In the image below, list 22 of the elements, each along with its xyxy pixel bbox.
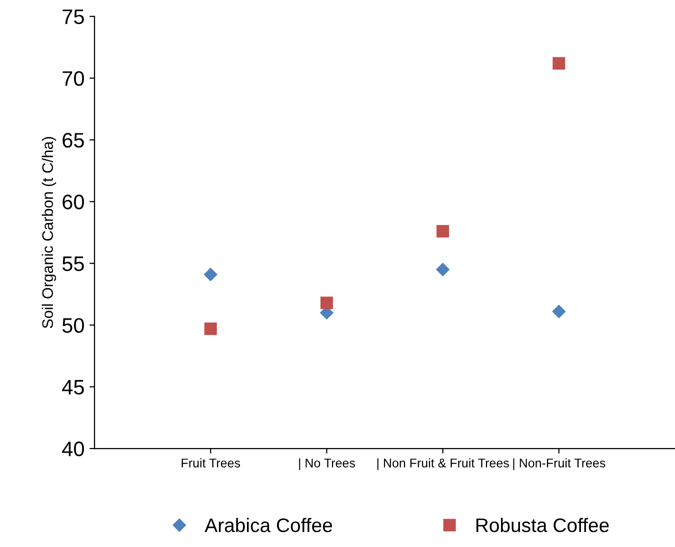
point — [552, 304, 566, 318]
y-tick-label: 65 — [62, 132, 84, 148]
point — [436, 262, 450, 276]
y-tick-label: 55 — [62, 256, 84, 272]
point — [320, 296, 333, 310]
y-tick-label: 50 — [62, 318, 84, 333]
point — [204, 322, 217, 336]
point — [204, 268, 218, 282]
x-tick-label: | Non Fruit & Fruit Trees — [377, 458, 509, 470]
y-tick-label: 70 — [62, 71, 84, 86]
y-tick-label: 40 — [62, 442, 84, 456]
x-tick-label: | Non-Fruit Trees — [513, 458, 606, 470]
point — [552, 57, 566, 70]
y-tick-label: 45 — [62, 380, 84, 395]
y-axis-title: Soil Organic Carbon (t C/ha) — [42, 137, 56, 328]
y-tick-label: 60 — [62, 194, 84, 210]
x-tick-label: Fruit Trees — [182, 458, 240, 468]
legend-label: Arabica Coffee — [204, 518, 332, 532]
y-tick-label: 75 — [62, 10, 84, 24]
legend-label: Robusta Coffee — [476, 518, 609, 532]
x-tick-label: | No Trees — [299, 458, 355, 470]
point — [436, 224, 450, 238]
